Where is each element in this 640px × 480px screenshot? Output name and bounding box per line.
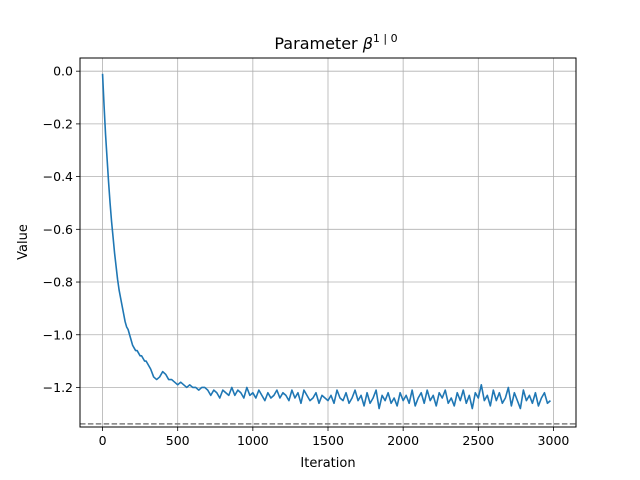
y-tick-label: −1.0 [43,327,73,342]
y-tick-label: −0.4 [43,169,73,184]
x-tick-label: 3000 [538,433,570,448]
x-tick-label: 2000 [387,433,419,448]
title-prefix: Parameter [274,34,362,53]
y-tick-label: −1.2 [43,380,73,395]
x-tick-label: 0 [99,433,107,448]
x-tick-label: 1000 [237,433,269,448]
y-tick-label: 0.0 [53,64,73,79]
y-tick-label: −0.2 [43,116,73,131]
y-tick-label: −0.8 [43,275,73,290]
y-tick-label: −0.6 [43,222,73,237]
x-tick-label: 2500 [462,433,494,448]
x-tick-label: 1500 [312,433,344,448]
x-axis-label: Iteration [300,456,355,471]
y-axis-label: Value [16,224,31,260]
title-superscript: 1 | 0 [373,32,398,45]
x-tick-label: 500 [166,433,190,448]
title-symbol: β [362,34,373,53]
